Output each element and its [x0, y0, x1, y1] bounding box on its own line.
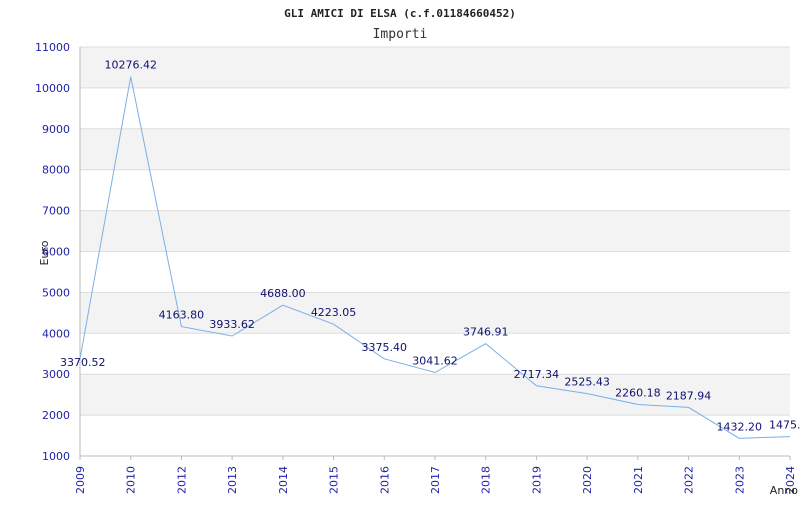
y-tick-label: 4000: [42, 327, 70, 340]
x-tick-label: 2018: [480, 466, 493, 494]
data-label: 2187.94: [666, 389, 712, 402]
x-tick-label: 2021: [632, 466, 645, 494]
y-tick-label: 1000: [42, 450, 70, 463]
data-label: 3375.40: [362, 341, 408, 354]
y-tick-label: 11000: [35, 41, 70, 54]
x-tick-label: 2015: [328, 466, 341, 494]
data-label: 4223.05: [311, 306, 357, 319]
y-tick-label: 9000: [42, 123, 70, 136]
y-tick-label: 10000: [35, 82, 70, 95]
grid-band: [80, 47, 790, 88]
data-label: 4688.00: [260, 287, 306, 300]
data-label: 2717.34: [514, 368, 560, 381]
x-tick-label: 2013: [226, 466, 239, 494]
data-label: 3746.91: [463, 326, 509, 339]
data-label: 4163.80: [159, 309, 205, 322]
grid-band: [80, 210, 790, 252]
y-tick-label: 5000: [42, 286, 70, 299]
series-line: [79, 76, 791, 439]
data-label: 10276.42: [104, 59, 157, 72]
grid-band: [80, 374, 790, 416]
x-tick-label: 2017: [429, 466, 442, 494]
x-tick-label: 2009: [74, 466, 87, 494]
data-label: 1432.20: [717, 420, 763, 433]
x-tick-label: 2016: [378, 466, 391, 494]
series-group: [79, 76, 791, 439]
data-label: 3933.62: [209, 318, 255, 331]
x-axis-label: Anno: [770, 484, 798, 497]
data-labels: 3370.52 10276.42 4163.80 3933.62 4688.00 4223…: [60, 59, 800, 434]
x-tick-label: 2010: [125, 466, 138, 494]
x-tick-label: 2012: [175, 466, 188, 494]
data-label: 3041.62: [412, 354, 458, 367]
x-tick-label: 2022: [683, 466, 696, 494]
gridlines: [80, 46, 790, 457]
y-tick-label: 2000: [42, 409, 70, 422]
x-tick-label: 2020: [581, 466, 594, 494]
data-label: 2260.18: [615, 386, 661, 399]
y-tick-label: 6000: [42, 246, 70, 259]
grid-bands: [80, 47, 790, 416]
y-tick-label: 7000: [42, 205, 70, 218]
y-axis-label: Euro: [38, 240, 51, 265]
grid-band: [80, 292, 790, 334]
chart-title: GLI AMICI DI ELSA (c.f.01184660452): [284, 7, 516, 20]
y-tick-labels: 1000 2000 3000 4000 5000 6000 7000 8000 9000 1000…: [35, 41, 70, 463]
chart-subtitle: Importi: [373, 27, 428, 42]
x-tick-labels: 2009 2010 2012 2013 2014 2015 2016 2017 2018 2019…: [74, 456, 797, 494]
x-tick-label: 2023: [733, 466, 746, 494]
grid-band: [80, 128, 790, 170]
x-tick-label: 2014: [277, 466, 290, 494]
y-tick-label: 3000: [42, 368, 70, 381]
data-label: 3370.52: [60, 356, 106, 369]
x-tick-label: 2024: [784, 466, 797, 494]
x-tick-label: 2019: [530, 466, 543, 494]
data-label: 1475.1: [769, 419, 800, 432]
y-tick-label: 8000: [42, 164, 70, 177]
data-label: 2525.43: [564, 376, 610, 389]
